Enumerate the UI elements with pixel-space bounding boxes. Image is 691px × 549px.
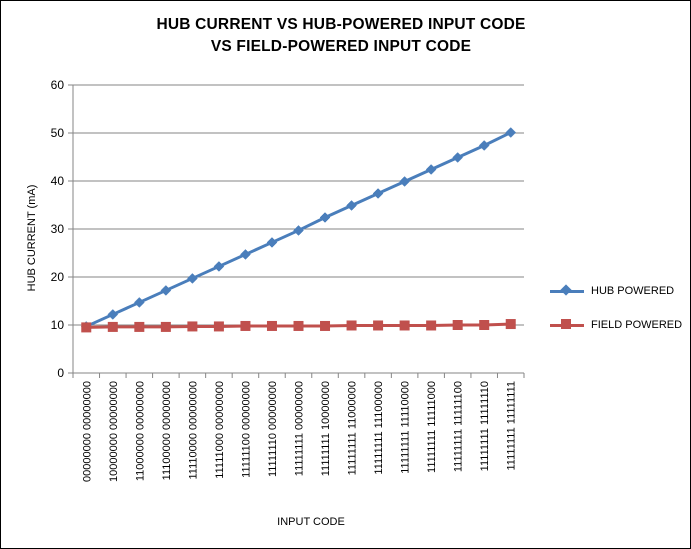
x-tick-label: 11111110 00000000 xyxy=(267,381,279,477)
x-axis-label: INPUT CODE xyxy=(277,516,345,528)
data-point-field-powered xyxy=(293,320,304,331)
data-point-hub-powered xyxy=(478,140,490,151)
data-point-hub-powered xyxy=(187,273,198,284)
x-tick-label: 11111100 00000000 xyxy=(240,381,252,478)
data-point-hub-powered xyxy=(346,200,357,211)
data-point-field-powered xyxy=(373,320,384,331)
data-point-hub-powered xyxy=(266,237,278,248)
data-point-hub-powered xyxy=(160,285,172,296)
data-point-hub-powered xyxy=(399,176,410,187)
data-point-hub-powered xyxy=(213,261,225,272)
x-tick-label: 11110000 00000000 xyxy=(187,381,199,480)
y-tick-label: 50 xyxy=(51,126,65,140)
x-tick-label: 11111111 11111110 xyxy=(479,381,491,471)
data-point-field-powered xyxy=(505,319,516,330)
data-point-field-powered xyxy=(187,321,198,332)
data-point-hub-powered xyxy=(133,297,145,308)
data-point-field-powered xyxy=(160,321,171,332)
legend-diamond-icon xyxy=(560,284,572,296)
x-tick-label: 00000000 00000000 xyxy=(81,381,93,482)
data-point-field-powered xyxy=(213,321,224,332)
y-tick-label: 40 xyxy=(51,174,65,188)
data-point-field-powered xyxy=(320,320,331,331)
chart-subtitle: VS FIELD-POWERED INPUT CODE xyxy=(210,38,472,55)
x-tick-label: 11000000 00000000 xyxy=(134,381,146,481)
x-tick-label: 11111111 11110000 xyxy=(400,381,412,474)
x-tick-label: 11111111 00000000 xyxy=(294,381,306,476)
y-tick-label: 20 xyxy=(51,270,65,284)
data-point-field-powered xyxy=(266,320,277,331)
y-tick-label: 10 xyxy=(51,318,65,332)
data-point-field-powered xyxy=(479,320,490,330)
x-tick-label: 11111111 11111100 xyxy=(453,381,465,472)
data-point-hub-powered xyxy=(319,212,331,223)
y-tick-label: 0 xyxy=(57,366,64,380)
legend-item-hub-powered: HUB POWERED xyxy=(546,281,686,315)
x-tick-label: 11111111 11100000 xyxy=(373,381,385,475)
x-tick-label: 11111111 11000000 xyxy=(347,381,359,475)
x-tick-label: 11111111 11111000 xyxy=(426,381,438,473)
legend-square-icon xyxy=(561,319,571,329)
data-point-hub-powered xyxy=(240,249,251,260)
x-tick-label: 11111111 11111111 xyxy=(506,381,518,471)
data-point-field-powered xyxy=(81,322,92,333)
data-point-hub-powered xyxy=(107,309,119,320)
legend-item-field-powered: FIELD POWERED xyxy=(546,315,686,349)
data-point-hub-powered xyxy=(425,164,437,175)
data-point-hub-powered xyxy=(293,225,304,236)
data-point-field-powered xyxy=(240,320,251,331)
y-tick-label: 60 xyxy=(51,78,65,92)
data-point-field-powered xyxy=(134,321,145,332)
x-tick-label: 10000000 00000000 xyxy=(108,381,120,482)
legend-label-hub-powered: HUB POWERED xyxy=(591,285,675,297)
data-point-field-powered xyxy=(452,320,463,330)
x-tick-label: 11111000 00000000 xyxy=(214,381,226,479)
y-tick-label: 30 xyxy=(51,222,65,236)
x-tick-label: 11100000 00000000 xyxy=(161,381,173,480)
data-point-hub-powered xyxy=(372,188,384,199)
data-point-field-powered xyxy=(426,320,437,331)
data-point-field-powered xyxy=(107,321,118,332)
chart-title: HUB CURRENT VS HUB-POWERED INPUT CODE xyxy=(156,16,526,33)
data-point-field-powered xyxy=(346,320,357,331)
data-point-field-powered xyxy=(399,320,410,331)
data-point-hub-powered xyxy=(505,127,517,138)
data-point-hub-powered xyxy=(452,152,464,163)
legend-label-field-powered: FIELD POWERED xyxy=(591,319,683,331)
x-tick-label: 11111111 10000000 xyxy=(320,381,332,476)
legend: HUB POWERED FIELD POWERED xyxy=(546,281,686,349)
